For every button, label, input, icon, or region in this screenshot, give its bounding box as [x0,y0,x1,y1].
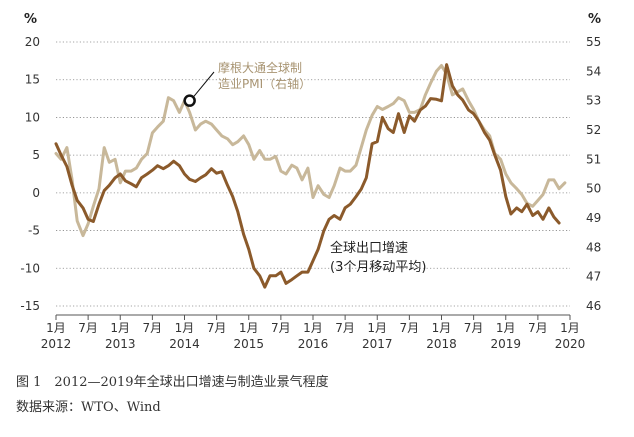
x-tick-label: 7月 [400,321,420,335]
export-growth-line [54,63,561,289]
right-tick-label: 48 [586,240,601,254]
left-tick-label: 5 [32,148,40,162]
source-caption: 数据来源：WTO、Wind [16,400,161,415]
pmi-marker [183,94,196,107]
x-tick-label: 1月 [560,321,580,335]
x-tick-label: 1月 [110,321,130,335]
right-axis-unit: % [588,12,601,27]
x-year-label: 2013 [105,337,136,351]
x-tick-label: 7月 [78,321,98,335]
right-tick-label: 52 [586,123,601,137]
x-tick-label: 7月 [464,321,484,335]
x-year-label: 2015 [233,337,264,351]
right-axis: % 55 54 53 52 51 50 49 48 47 46 [586,12,601,313]
x-tick-label: 1月 [496,321,516,335]
x-tick-label: 7月 [207,321,227,335]
right-tick-label: 50 [586,182,601,196]
x-tick-label: 7月 [528,321,548,335]
x-tick-label: 1月 [46,321,66,335]
right-tick-label: 54 [586,64,601,78]
x-year-label: 2014 [169,337,200,351]
series-lines [54,63,567,289]
x-tick-label: 1月 [432,321,452,335]
pmi-annotation-text: 摩根大通全球制 [218,60,302,75]
left-tick-label: 20 [25,35,40,49]
x-year-label: 2017 [362,337,393,351]
left-tick-label: -15 [20,299,40,313]
pmi-line [54,64,567,238]
left-tick-label: -10 [20,261,40,275]
x-tick-label: 1月 [239,321,259,335]
right-tick-label: 53 [586,94,601,108]
x-tick-label: 7月 [271,321,291,335]
x-tick-label: 1月 [175,321,195,335]
x-year-label: 2012 [41,337,72,351]
figure-caption: 图 1 2012—2019年全球出口增速与制造业景气程度 [16,375,329,390]
x-year-label: 2019 [490,337,521,351]
x-year-label: 2020 [555,337,586,351]
right-tick-label: 55 [586,35,601,49]
grid [56,41,570,307]
right-tick-label: 49 [586,211,601,225]
x-axis: 1月 2012 7月 1月 2013 7月 1月 2014 7月 1月 2015 7月 1月 2016 7月… [41,314,586,351]
x-tick-label: 7月 [335,321,355,335]
right-tick-label: 47 [586,270,601,284]
left-axis-unit: % [24,12,37,27]
left-tick-label: -5 [28,224,40,238]
x-year-label: 2018 [426,337,457,351]
left-tick-label: 10 [25,110,40,124]
x-tick-label: 1月 [303,321,323,335]
right-tick-label: 46 [586,299,601,313]
x-tick-label: 7月 [143,321,163,335]
x-tick-label: 1月 [367,321,387,335]
export-annotation-text: (3个月移动平均) [330,260,426,275]
pmi-leader-line [193,71,215,97]
left-axis: % 20 15 10 5 0 -5 -10 -15 [20,12,40,313]
left-tick-label: 0 [32,186,40,200]
x-year-label: 2016 [298,337,329,351]
right-tick-label: 51 [586,152,601,166]
pmi-annotation-text: 造业PMI（右轴） [218,76,311,91]
left-tick-label: 15 [25,73,40,87]
export-annotation-text: 全球出口增速 [330,240,408,256]
